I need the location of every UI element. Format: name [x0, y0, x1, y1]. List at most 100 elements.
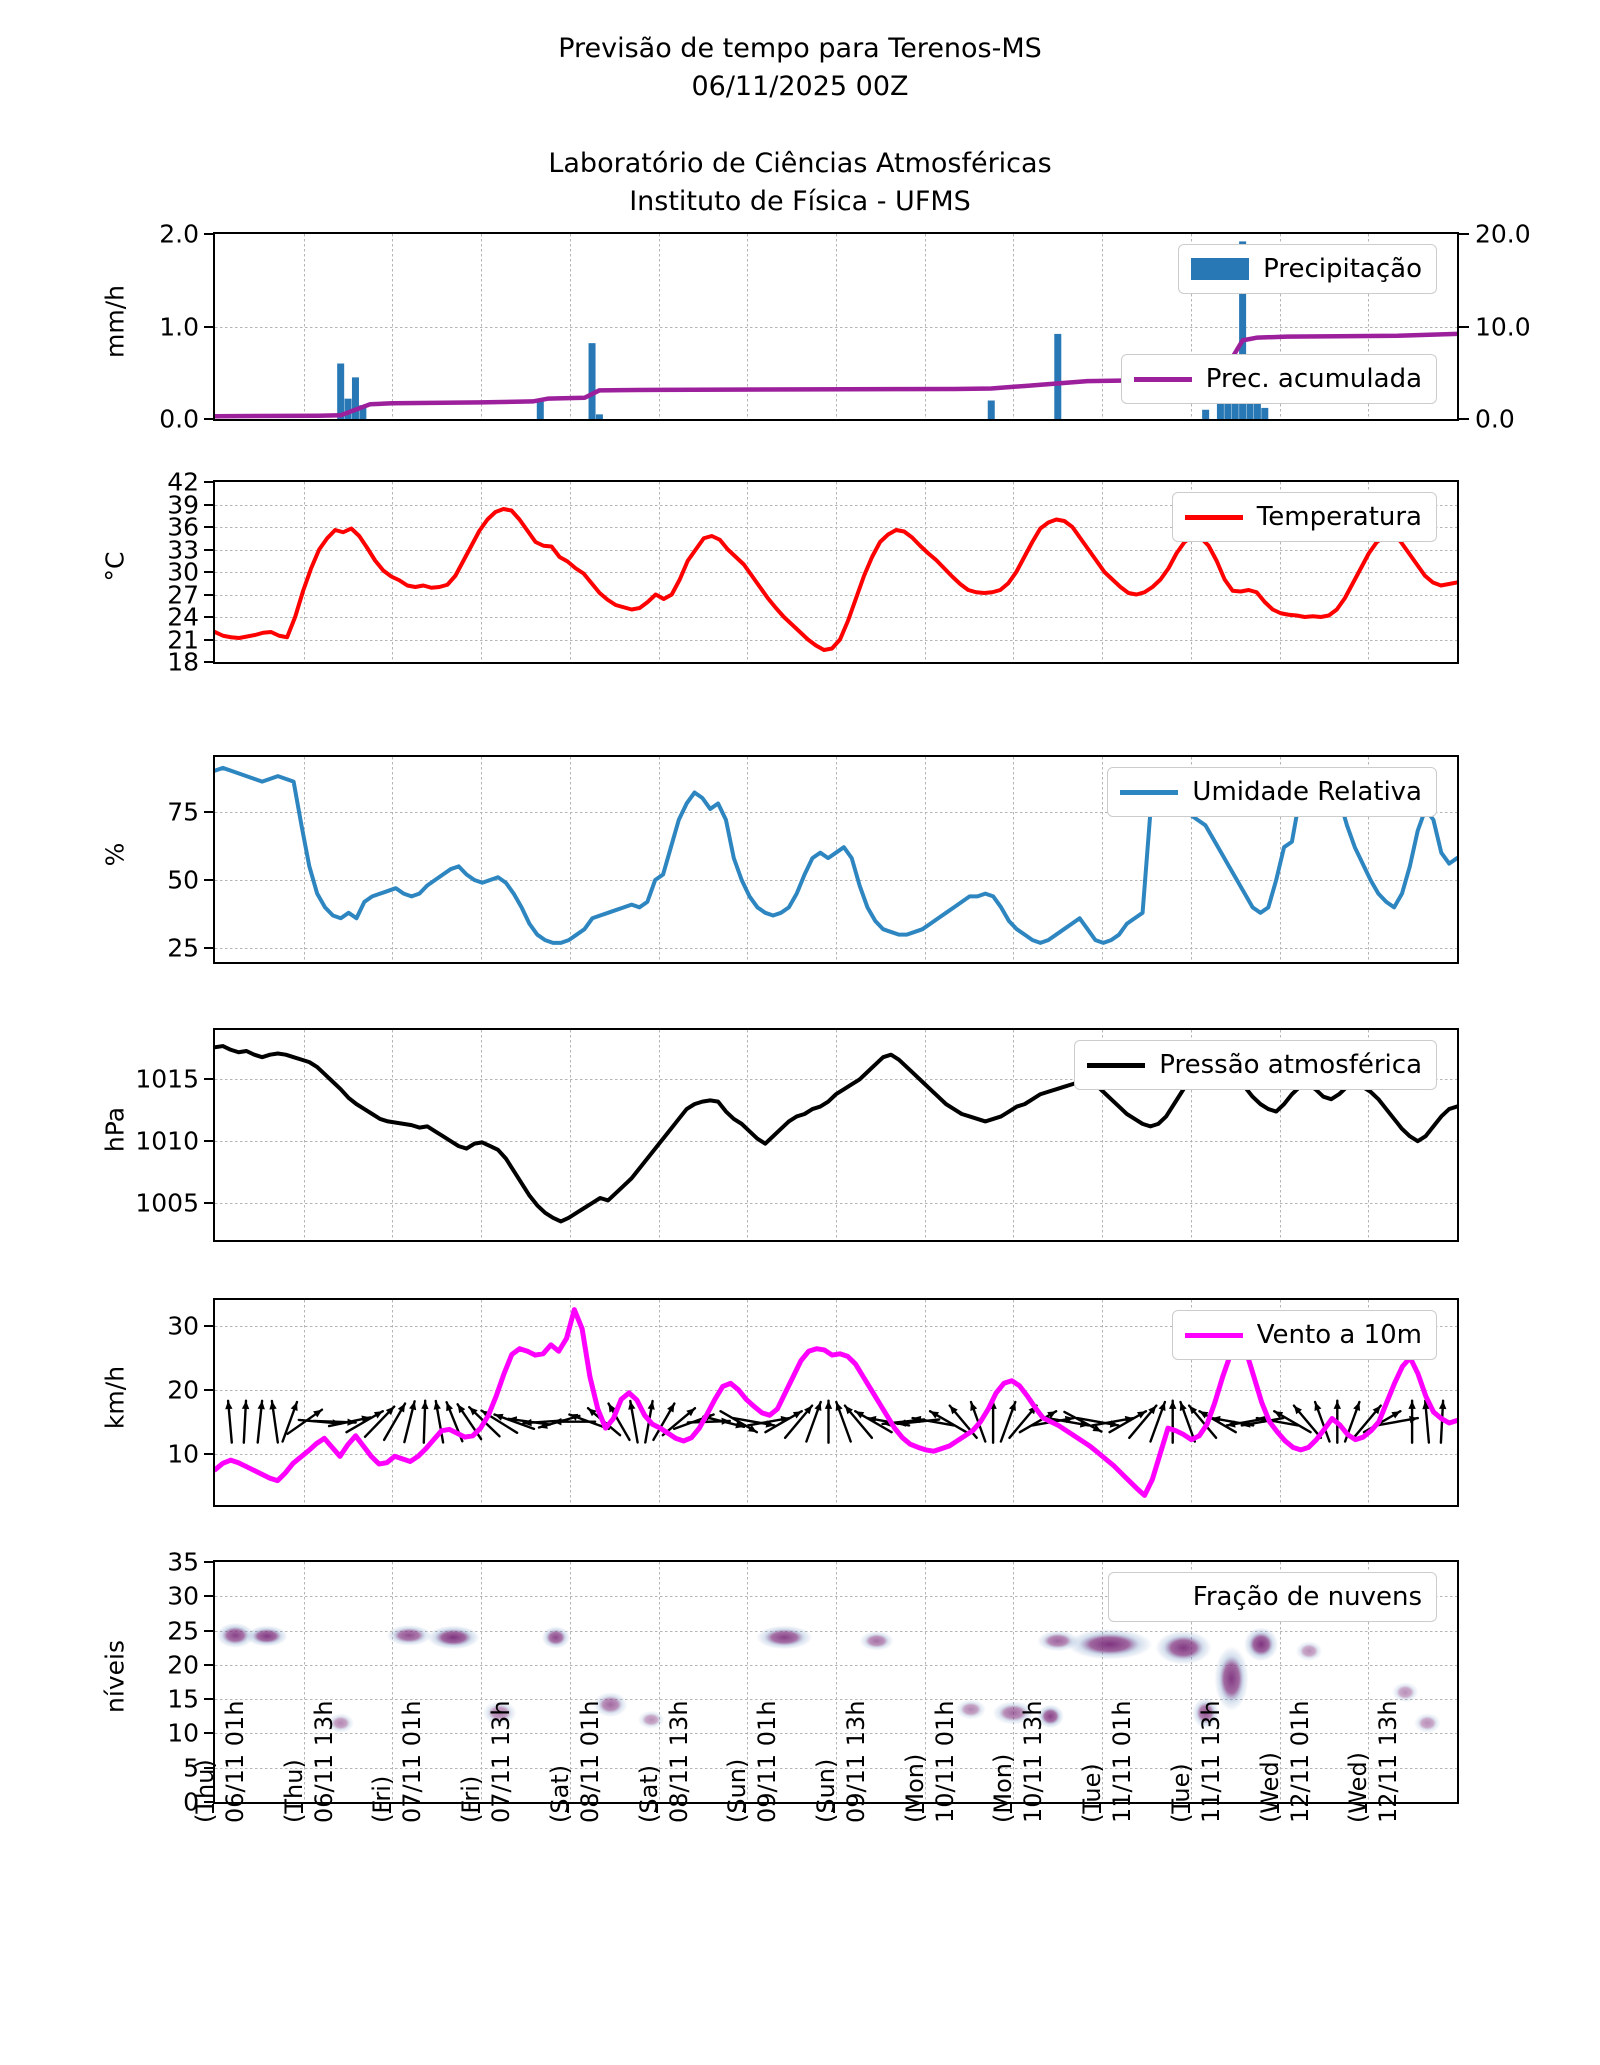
- y-tick-mark: [204, 571, 213, 573]
- legend-label: Umidade Relativa: [1192, 777, 1422, 807]
- x-tick-label: (Sun): [813, 1759, 840, 1823]
- legend-temperatura[interactable]: Temperatura: [1172, 492, 1437, 542]
- legend-prec-acumulada[interactable]: Prec. acumulada: [1121, 354, 1437, 404]
- x-tick-label: (Sat): [636, 1765, 663, 1823]
- y-tick-label-right: 20.0: [1475, 220, 1531, 249]
- x-tick-label: 10/11 13h: [1020, 1700, 1047, 1823]
- x-tick-label: 12/11 13h: [1375, 1700, 1402, 1823]
- figure-subtitle: Laboratório de Ciências Atmosféricas Ins…: [0, 145, 1600, 221]
- y-axis-label-pressure: hPa: [101, 1030, 130, 1230]
- cloud-fraction-blob: [1414, 1713, 1441, 1733]
- y-tick-label: 2.0: [159, 220, 199, 249]
- x-tick-label: (Fri): [369, 1776, 396, 1823]
- y-tick-label: 25: [167, 1616, 199, 1645]
- legend-swatch-icon: [1087, 1063, 1145, 1068]
- y-tick-mark-right: [1459, 326, 1469, 328]
- legend-swatch-icon: [1120, 790, 1178, 795]
- x-tick-label: 09/11 13h: [843, 1700, 870, 1823]
- y-tick-mark: [204, 947, 213, 949]
- y-tick-label: 0: [183, 1788, 199, 1817]
- legend-precipita-o[interactable]: Precipitação: [1178, 244, 1437, 294]
- y-tick-label: 42: [167, 468, 199, 497]
- y-tick-mark-right: [1459, 233, 1469, 235]
- y-tick-label: 15: [167, 1685, 199, 1714]
- cloud-fraction-blob: [1392, 1682, 1419, 1702]
- cloud-fraction-blob: [756, 1626, 812, 1650]
- y-tick-mark: [204, 326, 213, 328]
- y-tick-mark: [204, 1767, 213, 1769]
- y-tick-mark: [204, 879, 213, 881]
- legend-press-o-atmosf-rica[interactable]: Pressão atmosférica: [1074, 1040, 1437, 1090]
- legend-label: Precipitação: [1263, 254, 1422, 284]
- cloud-fraction-blob: [1155, 1631, 1211, 1665]
- x-tick-label: 09/11 01h: [754, 1700, 781, 1823]
- y-tick-mark-right: [1459, 418, 1469, 420]
- cloud-fraction-blob: [542, 1626, 570, 1648]
- y-tick-label: 20: [167, 1650, 199, 1679]
- title-line-1: Previsão de tempo para Terenos-MS: [0, 30, 1600, 68]
- legend-swatch-icon: [1185, 1333, 1243, 1338]
- cloud-fraction-blob: [956, 1699, 986, 1719]
- legend-label: Pressão atmosférica: [1159, 1050, 1422, 1080]
- y-tick-mark: [204, 811, 213, 813]
- x-tick-label: 10/11 01h: [932, 1700, 959, 1823]
- legend-swatch-icon: [1191, 258, 1249, 280]
- y-tick-mark: [204, 594, 213, 596]
- x-axis-tick-labels: 06/11 01h(Thu)06/11 13h(Thu)07/11 01h(Fr…: [0, 1805, 1600, 2065]
- y-tick-label: 25: [167, 934, 199, 963]
- x-tick-label: (Wed): [1345, 1752, 1372, 1823]
- y-tick-mark: [204, 1664, 213, 1666]
- legend-label: Vento a 10m: [1257, 1320, 1422, 1350]
- y-tick-label: 1015: [135, 1065, 199, 1094]
- title-line-2: 06/11/2025 00Z: [0, 68, 1600, 106]
- subtitle-line-1: Laboratório de Ciências Atmosféricas: [0, 145, 1600, 183]
- x-tick-label: (Mon): [902, 1754, 929, 1823]
- x-tick-label: (Sat): [547, 1765, 574, 1823]
- y-tick-mark: [204, 616, 213, 618]
- x-tick-label: 12/11 01h: [1287, 1700, 1314, 1823]
- precipitation-bar: [337, 364, 344, 420]
- y-tick-label: 20: [167, 1375, 199, 1404]
- legend-fra-o-de-nuvens[interactable]: Fração de nuvens: [1108, 1572, 1437, 1622]
- legend-label: Fração de nuvens: [1193, 1582, 1422, 1612]
- y-tick-mark: [204, 526, 213, 528]
- y-axis-label-wind: km/h: [101, 1297, 130, 1497]
- cloud-fraction-blob: [638, 1711, 665, 1729]
- legend-vento-a-10m[interactable]: Vento a 10m: [1172, 1310, 1437, 1360]
- precipitation-bar: [589, 343, 596, 419]
- x-tick-label: 11/11 13h: [1198, 1700, 1225, 1823]
- y-tick-label-right: 0.0: [1475, 405, 1515, 434]
- y-tick-label: 1005: [135, 1188, 199, 1217]
- x-tick-label: 08/11 13h: [666, 1700, 693, 1823]
- y-axis-label-precipitation: mm/h: [101, 221, 130, 421]
- x-tick-label: 07/11 01h: [399, 1700, 426, 1823]
- legend-umidade-relativa[interactable]: Umidade Relativa: [1107, 767, 1437, 817]
- y-tick-mark: [204, 1078, 213, 1080]
- cloud-fraction-blob: [1244, 1627, 1278, 1661]
- y-tick-mark: [204, 1453, 213, 1455]
- y-axis-label-cloud_fraction: níveis: [101, 1577, 130, 1777]
- y-tick-label: 30: [167, 1311, 199, 1340]
- y-tick-mark: [204, 1140, 213, 1142]
- x-tick-label: (Thu): [281, 1759, 308, 1823]
- y-tick-label: 30: [167, 1582, 199, 1611]
- precipitation-bar: [988, 401, 995, 420]
- y-tick-mark: [204, 233, 213, 235]
- y-tick-mark: [204, 1801, 213, 1803]
- figure-title: Previsão de tempo para Terenos-MS 06/11/…: [0, 30, 1600, 106]
- cloud-fraction-blob: [246, 1626, 288, 1647]
- y-tick-label: 75: [167, 797, 199, 826]
- y-tick-mark: [204, 1561, 213, 1563]
- cloud-fraction-blob: [387, 1625, 432, 1646]
- y-tick-mark: [204, 1732, 213, 1734]
- y-tick-mark: [204, 481, 213, 483]
- legend-label: Temperatura: [1257, 502, 1422, 532]
- y-tick-mark: [204, 1202, 213, 1204]
- y-axis-label-right: mm: [1593, 241, 1600, 401]
- legend-swatch-icon: [1121, 1595, 1179, 1599]
- legend-label: Prec. acumulada: [1206, 364, 1422, 394]
- y-tick-label: 50: [167, 866, 199, 895]
- y-tick-mark: [204, 1389, 213, 1391]
- y-tick-mark: [204, 639, 213, 641]
- y-tick-mark: [204, 504, 213, 506]
